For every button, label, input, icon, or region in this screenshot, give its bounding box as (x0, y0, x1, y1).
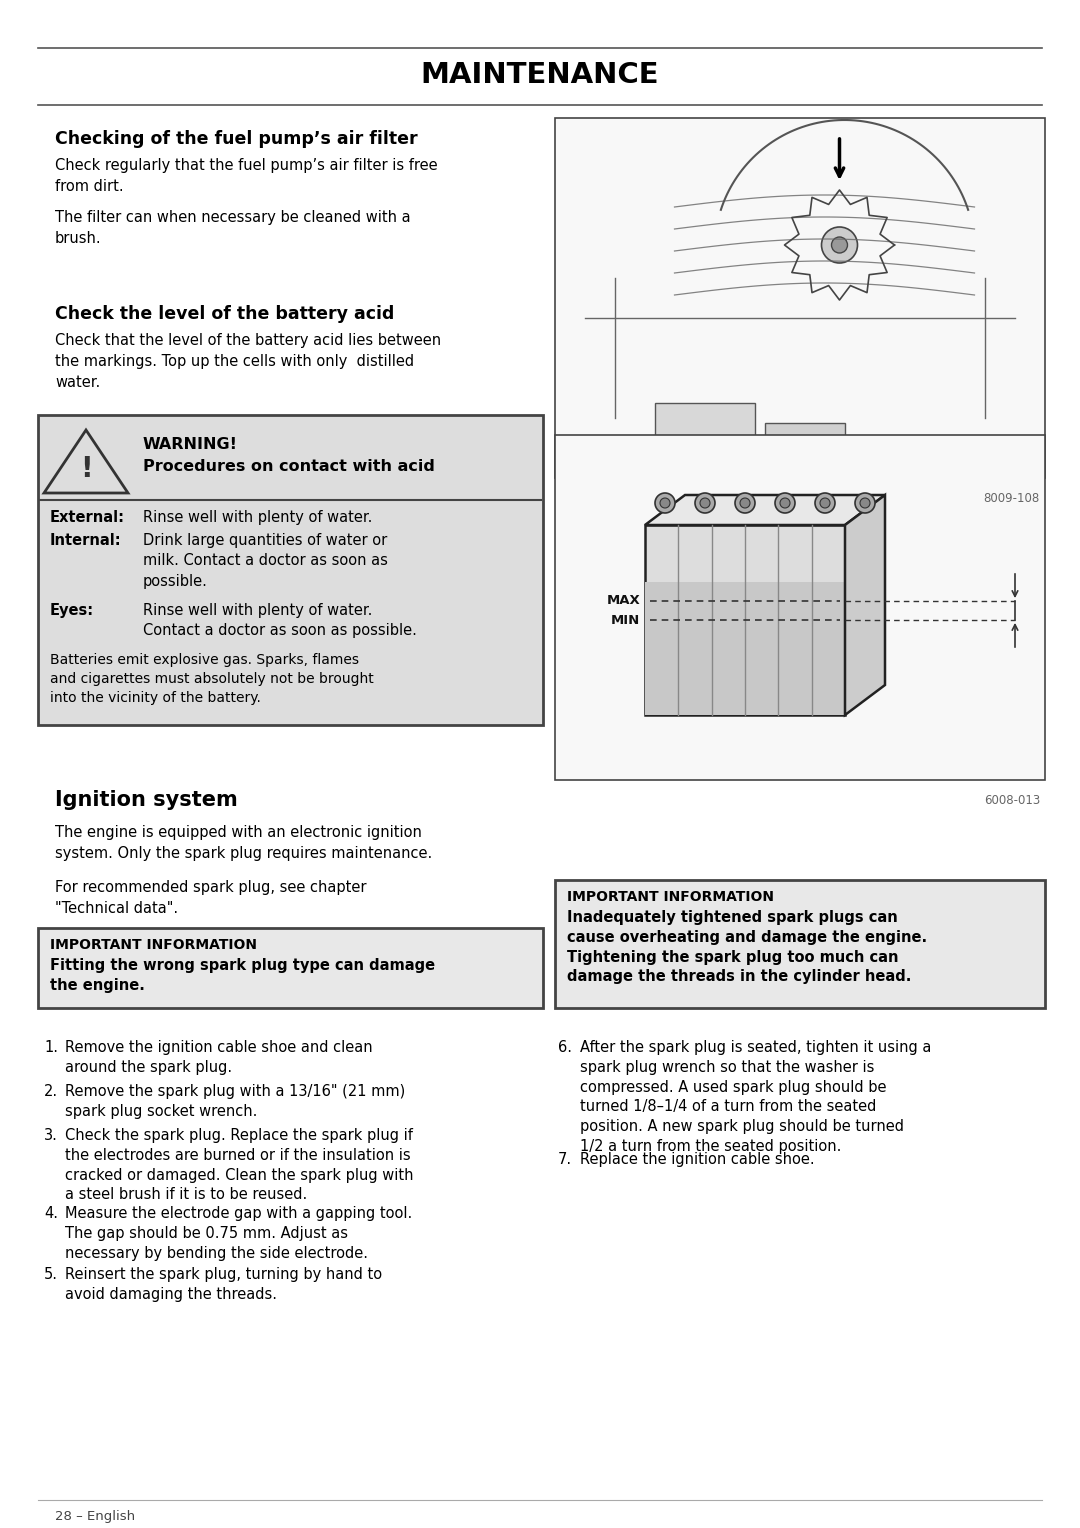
Text: IMPORTANT INFORMATION: IMPORTANT INFORMATION (567, 889, 774, 905)
Text: 1.: 1. (44, 1041, 58, 1054)
Circle shape (696, 494, 715, 513)
Text: Replace the ignition cable shoe.: Replace the ignition cable shoe. (580, 1152, 814, 1167)
Text: The engine is equipped with an electronic ignition
system. Only the spark plug r: The engine is equipped with an electroni… (55, 825, 432, 860)
Text: MAINTENANCE: MAINTENANCE (421, 61, 659, 89)
Text: 4.: 4. (44, 1206, 58, 1221)
Text: 6.: 6. (558, 1041, 572, 1054)
Text: Batteries emit explosive gas. Sparks, flames
and cigarettes must absolutely not : Batteries emit explosive gas. Sparks, fl… (50, 652, 374, 704)
Text: Ignition system: Ignition system (55, 790, 238, 810)
Text: Fitting the wrong spark plug type can damage
the engine.: Fitting the wrong spark plug type can da… (50, 958, 435, 993)
Text: WARNING!: WARNING! (143, 437, 238, 452)
Text: External:: External: (50, 510, 125, 526)
FancyBboxPatch shape (645, 526, 845, 715)
Polygon shape (845, 495, 885, 715)
Circle shape (820, 498, 831, 507)
Circle shape (822, 228, 858, 263)
Text: 3.: 3. (44, 1128, 58, 1143)
Circle shape (815, 494, 835, 513)
Text: Rinse well with plenty of water.
Contact a doctor as soon as possible.: Rinse well with plenty of water. Contact… (143, 604, 417, 639)
Text: Inadequately tightened spark plugs can
cause overheating and damage the engine.
: Inadequately tightened spark plugs can c… (567, 911, 927, 984)
FancyBboxPatch shape (555, 435, 1045, 779)
Text: Internal:: Internal: (50, 533, 122, 549)
FancyBboxPatch shape (645, 582, 845, 715)
FancyBboxPatch shape (555, 118, 1045, 478)
Text: Remove the spark plug with a 13/16" (21 mm)
spark plug socket wrench.: Remove the spark plug with a 13/16" (21 … (65, 1083, 405, 1118)
Circle shape (740, 498, 750, 507)
Text: !: ! (80, 455, 92, 483)
Text: The filter can when necessary be cleaned with a
brush.: The filter can when necessary be cleaned… (55, 209, 410, 246)
Text: For recommended spark plug, see chapter
"Technical data".: For recommended spark plug, see chapter … (55, 880, 366, 915)
Text: Procedures on contact with acid: Procedures on contact with acid (143, 458, 435, 474)
Text: 8009-108: 8009-108 (984, 492, 1040, 504)
Text: Check that the level of the battery acid lies between
the markings. Top up the c: Check that the level of the battery acid… (55, 333, 441, 390)
Circle shape (780, 498, 789, 507)
Text: 6008-013: 6008-013 (984, 793, 1040, 807)
Text: Measure the electrode gap with a gapping tool.
The gap should be 0.75 mm. Adjust: Measure the electrode gap with a gapping… (65, 1206, 413, 1261)
FancyBboxPatch shape (38, 927, 543, 1008)
FancyBboxPatch shape (38, 416, 543, 724)
Circle shape (860, 498, 870, 507)
Circle shape (700, 498, 710, 507)
FancyBboxPatch shape (555, 880, 1045, 1008)
Polygon shape (645, 495, 885, 526)
Circle shape (660, 498, 670, 507)
Text: 7.: 7. (558, 1152, 572, 1167)
Text: IMPORTANT INFORMATION: IMPORTANT INFORMATION (50, 938, 257, 952)
Text: Reinsert the spark plug, turning by hand to
avoid damaging the threads.: Reinsert the spark plug, turning by hand… (65, 1267, 382, 1302)
Circle shape (654, 494, 675, 513)
Text: Drink large quantities of water or
milk. Contact a doctor as soon as
possible.: Drink large quantities of water or milk.… (143, 533, 388, 588)
Text: Eyes:: Eyes: (50, 604, 94, 617)
Text: 28 – English: 28 – English (55, 1510, 135, 1523)
Text: Check the level of the battery acid: Check the level of the battery acid (55, 306, 394, 322)
Polygon shape (44, 429, 129, 494)
Circle shape (775, 494, 795, 513)
Text: Checking of the fuel pump’s air filter: Checking of the fuel pump’s air filter (55, 130, 418, 148)
Text: 2.: 2. (44, 1083, 58, 1099)
Circle shape (855, 494, 875, 513)
Text: 5.: 5. (44, 1267, 58, 1282)
FancyBboxPatch shape (765, 423, 845, 448)
Text: After the spark plug is seated, tighten it using a
spark plug wrench so that the: After the spark plug is seated, tighten … (580, 1041, 931, 1154)
Text: Rinse well with plenty of water.: Rinse well with plenty of water. (143, 510, 373, 526)
Text: Check the spark plug. Replace the spark plug if
the electrodes are burned or if : Check the spark plug. Replace the spark … (65, 1128, 414, 1203)
Circle shape (832, 237, 848, 254)
Text: MAX: MAX (606, 594, 640, 608)
Text: MIN: MIN (611, 614, 640, 626)
FancyBboxPatch shape (654, 403, 755, 439)
Text: Remove the ignition cable shoe and clean
around the spark plug.: Remove the ignition cable shoe and clean… (65, 1041, 373, 1074)
Circle shape (735, 494, 755, 513)
Text: Check regularly that the fuel pump’s air filter is free
from dirt.: Check regularly that the fuel pump’s air… (55, 157, 437, 194)
